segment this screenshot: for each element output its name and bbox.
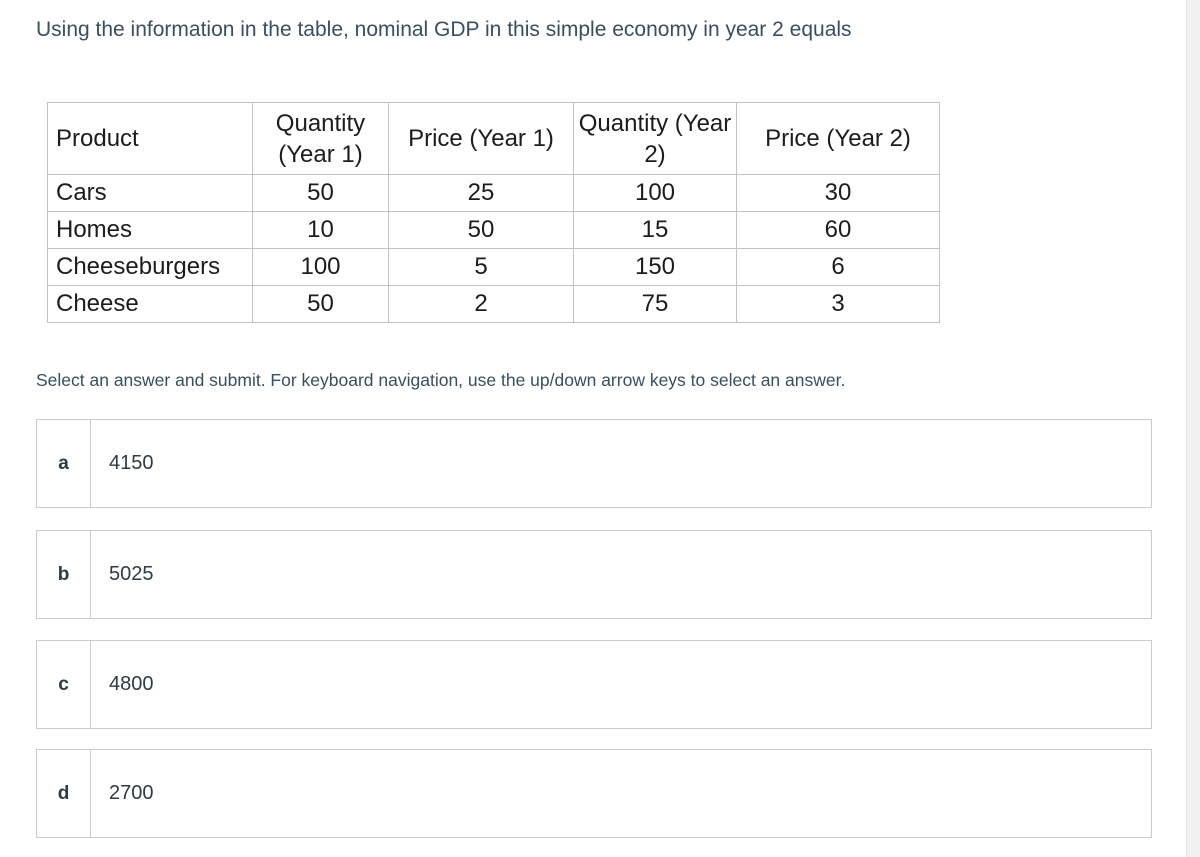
table-row: Homes 10 50 15 60: [47, 211, 940, 249]
table-cell: 100: [252, 248, 389, 286]
option-value: 2700: [109, 782, 154, 804]
table-cell: 50: [252, 174, 389, 212]
scrollbar-track[interactable]: [1186, 0, 1200, 857]
option-letter: b: [37, 531, 91, 618]
option-letter: a: [37, 420, 91, 507]
column-header-price-year2: Price (Year 2): [736, 102, 940, 175]
table-cell: 15: [573, 211, 737, 249]
table-cell: 10: [252, 211, 389, 249]
table-header-row: Product Quantity (Year 1) Price (Year 1)…: [47, 102, 940, 175]
table-cell: 2: [388, 285, 574, 323]
table-cell: 50: [252, 285, 389, 323]
table-cell: 25: [388, 174, 574, 212]
table-cell-product: Homes: [47, 211, 253, 249]
table-cell: 3: [736, 285, 940, 323]
table-cell: 100: [573, 174, 737, 212]
answer-option-a[interactable]: a 4150: [36, 419, 1152, 508]
table-row: Cheeseburgers 100 5 150 6: [47, 248, 940, 286]
answer-option-c[interactable]: c 4800: [36, 640, 1152, 729]
option-letter: d: [37, 750, 91, 837]
column-header-price-year1: Price (Year 1): [388, 102, 574, 175]
answer-option-b[interactable]: b 5025: [36, 530, 1152, 619]
table-cell: 5: [388, 248, 574, 286]
table-cell-product: Cheeseburgers: [47, 248, 253, 286]
keyboard-navigation-instruction: Select an answer and submit. For keyboar…: [36, 370, 846, 390]
table-cell: 6: [736, 248, 940, 286]
option-value: 4150: [109, 452, 154, 474]
option-letter: c: [37, 641, 91, 728]
column-header-product: Product: [47, 102, 253, 175]
table-cell: 60: [736, 211, 940, 249]
gdp-data-table: Product Quantity (Year 1) Price (Year 1)…: [47, 102, 940, 323]
column-header-quantity-year1: Quantity (Year 1): [252, 102, 389, 175]
answer-option-d[interactable]: d 2700: [36, 749, 1152, 838]
option-value: 4800: [109, 673, 154, 695]
table-cell-product: Cheese: [47, 285, 253, 323]
table-cell-product: Cars: [47, 174, 253, 212]
table-row: Cheese 50 2 75 3: [47, 285, 940, 323]
column-header-quantity-year2: Quantity (Year 2): [573, 102, 737, 175]
table-row: Cars 50 25 100 30: [47, 174, 940, 212]
option-value: 5025: [109, 563, 154, 585]
table-cell: 75: [573, 285, 737, 323]
table-cell: 50: [388, 211, 574, 249]
question-text: Using the information in the table, nomi…: [36, 18, 852, 41]
table-cell: 150: [573, 248, 737, 286]
table-cell: 30: [736, 174, 940, 212]
